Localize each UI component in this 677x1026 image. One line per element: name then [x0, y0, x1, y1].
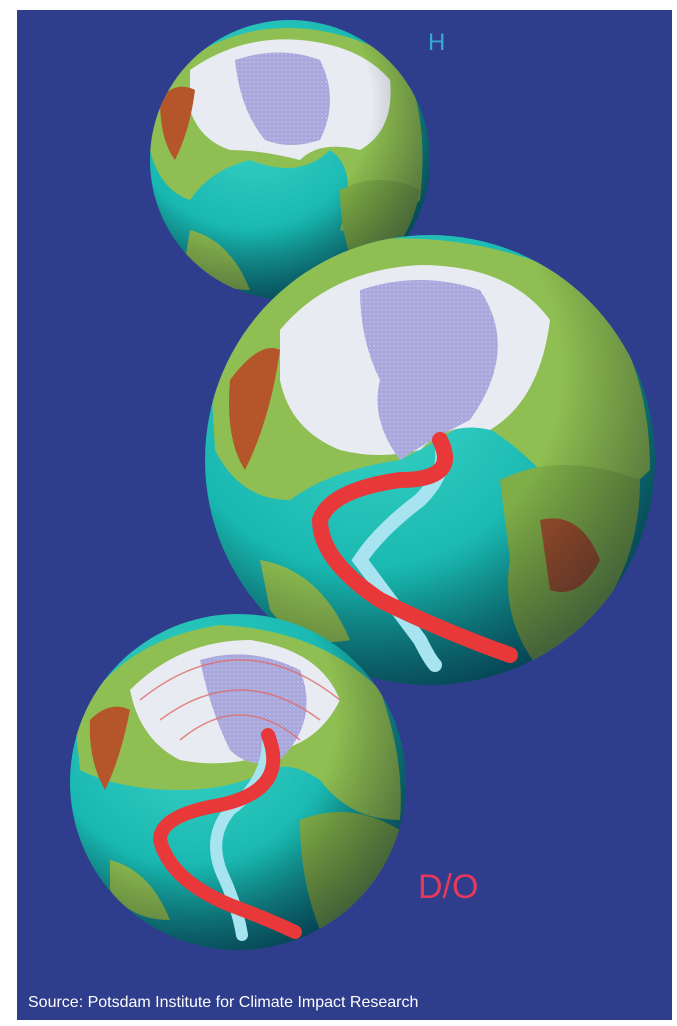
globe-bottom	[70, 614, 406, 950]
globe-label: D/O	[418, 868, 478, 906]
caption: Source: Potsdam Institute for Climate Im…	[28, 994, 418, 1011]
cold-current	[351, 433, 450, 672]
warm-current	[152, 728, 302, 939]
globe-label: H	[428, 29, 445, 56]
globe-middle	[205, 235, 655, 685]
globe-top	[150, 20, 430, 300]
warm-current	[311, 432, 518, 663]
